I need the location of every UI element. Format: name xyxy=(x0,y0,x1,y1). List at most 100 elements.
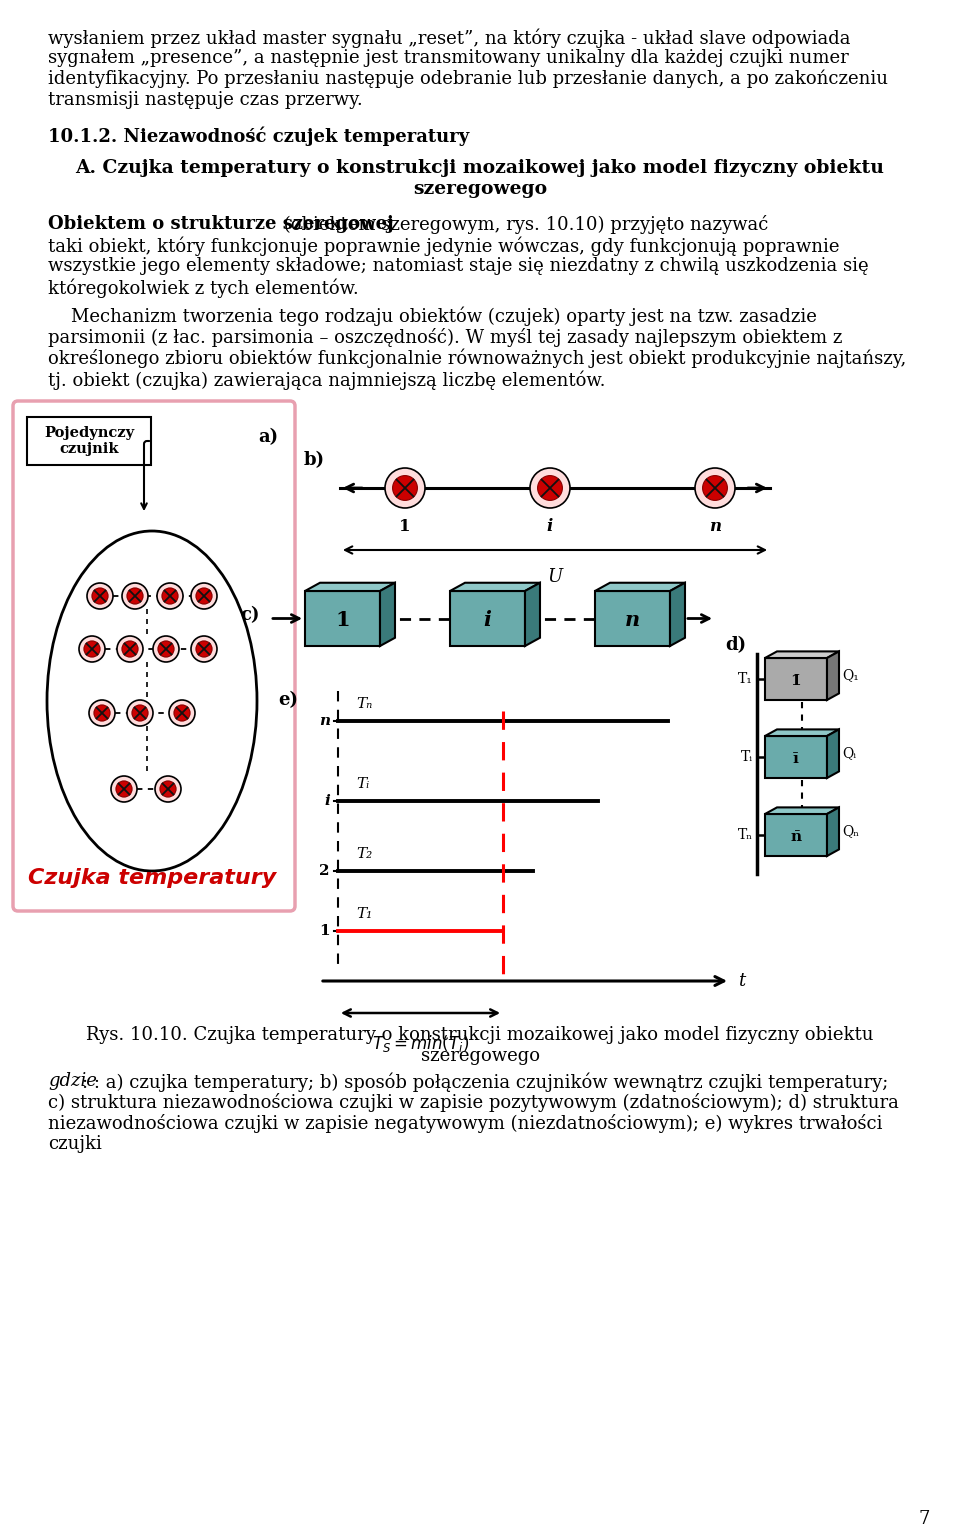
Text: gdzie: gdzie xyxy=(48,1072,97,1091)
Text: wysłaniem przez układ master sygnału „reset”, na który czujka - układ slave odpo: wysłaniem przez układ master sygnału „re… xyxy=(48,28,851,48)
Text: Pojedynczy
czujnik: Pojedynczy czujnik xyxy=(44,425,134,456)
Circle shape xyxy=(116,780,132,797)
Circle shape xyxy=(162,588,178,604)
Text: c): c) xyxy=(241,607,260,624)
Circle shape xyxy=(89,700,115,727)
Bar xyxy=(765,657,827,700)
Circle shape xyxy=(127,588,143,604)
Circle shape xyxy=(196,588,212,604)
Polygon shape xyxy=(450,582,540,591)
Text: szeregowego: szeregowego xyxy=(413,180,547,198)
Text: t: t xyxy=(738,972,745,991)
Circle shape xyxy=(158,641,174,657)
Text: 7: 7 xyxy=(919,1510,930,1528)
Text: transmisji następuje czas przerwy.: transmisji następuje czas przerwy. xyxy=(48,91,363,109)
Ellipse shape xyxy=(47,531,257,871)
Polygon shape xyxy=(765,808,839,814)
Text: i: i xyxy=(547,518,553,535)
Text: wszystkie jego elementy składowe; natomiast staje się niezdatny z chwilą uszkodz: wszystkie jego elementy składowe; natomi… xyxy=(48,257,869,275)
Circle shape xyxy=(84,641,100,657)
Polygon shape xyxy=(827,730,839,779)
Text: e): e) xyxy=(278,691,298,710)
Circle shape xyxy=(538,476,563,501)
Text: n: n xyxy=(625,610,640,630)
Bar xyxy=(305,591,380,647)
Text: (obiektem szeregowym, rys. 10.10) przyjęto nazywać: (obiektem szeregowym, rys. 10.10) przyję… xyxy=(278,215,769,233)
Text: n: n xyxy=(319,714,330,728)
Text: ī: ī xyxy=(793,753,799,766)
Polygon shape xyxy=(827,808,839,856)
Text: parsimonii (z łac. parsimonia – oszczędność). W myśl tej zasady najlepszym obiek: parsimonii (z łac. parsimonia – oszczędn… xyxy=(48,329,842,347)
Text: Czujka temperatury: Czujka temperatury xyxy=(28,868,276,888)
Text: Tₙ: Tₙ xyxy=(738,828,753,842)
Circle shape xyxy=(122,641,138,657)
Text: U: U xyxy=(547,568,563,587)
Circle shape xyxy=(155,776,181,802)
Text: taki obiekt, który funkcjonuje poprawnie jedynie wówczas, gdy funkcjonują popraw: taki obiekt, który funkcjonuje poprawnie… xyxy=(48,237,839,255)
Text: 1: 1 xyxy=(399,518,411,535)
Bar xyxy=(595,591,670,647)
Text: c) struktura niezawodnościowa czujki w zapisie pozytywowym (zdatnościowym); d) s: c) struktura niezawodnościowa czujki w z… xyxy=(48,1094,899,1112)
FancyBboxPatch shape xyxy=(27,416,151,465)
Text: i: i xyxy=(324,794,330,808)
Text: A. Czujka temperatury o konstrukcji mozaikowej jako model fizyczny obiektu: A. Czujka temperatury o konstrukcji moza… xyxy=(76,160,884,177)
Text: b): b) xyxy=(304,452,325,468)
Circle shape xyxy=(160,780,176,797)
Circle shape xyxy=(127,700,153,727)
Circle shape xyxy=(169,700,195,727)
Polygon shape xyxy=(595,582,685,591)
Text: Tₙ: Tₙ xyxy=(356,697,372,711)
Text: czujki: czujki xyxy=(48,1135,102,1154)
Circle shape xyxy=(196,641,212,657)
Circle shape xyxy=(695,468,735,508)
Text: : : a) czujka temperatury; b) sposób połączenia czujników wewnątrz czujki temper: : : a) czujka temperatury; b) sposób poł… xyxy=(82,1072,888,1092)
Text: identyfikacyjny. Po przesłaniu następuje odebranie lub przesłanie danych, a po z: identyfikacyjny. Po przesłaniu następuje… xyxy=(48,71,888,89)
Text: Rys. 10.10. Czujka temperatury o konstrukcji mozaikowej jako model fizyczny obie: Rys. 10.10. Czujka temperatury o konstru… xyxy=(86,1026,874,1044)
Text: T₁: T₁ xyxy=(738,673,753,687)
Text: n: n xyxy=(708,518,721,535)
Text: Qᵢ: Qᵢ xyxy=(842,746,856,760)
Circle shape xyxy=(157,584,183,608)
Text: Q₁: Q₁ xyxy=(842,668,859,682)
Bar xyxy=(765,736,827,779)
Text: określonego zbioru obiektów funkcjonalnie równoważnych jest obiekt produkcyjnie : określonego zbioru obiektów funkcjonalni… xyxy=(48,349,906,369)
FancyBboxPatch shape xyxy=(13,401,295,911)
Circle shape xyxy=(191,636,217,662)
Circle shape xyxy=(530,468,570,508)
Circle shape xyxy=(111,776,137,802)
Circle shape xyxy=(132,705,148,720)
Text: n̄: n̄ xyxy=(790,829,802,843)
Circle shape xyxy=(703,476,728,501)
Text: Mechanizm tworzenia tego rodzaju obiektów (czujek) oparty jest na tzw. zasadzie: Mechanizm tworzenia tego rodzaju obiektó… xyxy=(48,307,817,327)
Circle shape xyxy=(94,705,110,720)
Text: szeregowego: szeregowego xyxy=(420,1048,540,1064)
Text: $T_S = min(T_i)$: $T_S = min(T_i)$ xyxy=(372,1034,469,1054)
Circle shape xyxy=(191,584,217,608)
Text: 1: 1 xyxy=(335,610,349,630)
Text: Obiektem o strukturze szeregowej: Obiektem o strukturze szeregowej xyxy=(48,215,394,233)
Text: 1: 1 xyxy=(320,925,330,938)
Text: 1̄: 1̄ xyxy=(791,674,802,688)
Text: T₁: T₁ xyxy=(356,906,372,922)
Polygon shape xyxy=(305,582,395,591)
Text: Tᵢ: Tᵢ xyxy=(741,750,753,763)
Bar xyxy=(765,814,827,856)
Circle shape xyxy=(117,636,143,662)
Polygon shape xyxy=(380,582,395,647)
Polygon shape xyxy=(525,582,540,647)
Text: a): a) xyxy=(258,429,278,445)
Circle shape xyxy=(79,636,105,662)
Circle shape xyxy=(174,705,190,720)
Text: któregokolwiek z tych elementów.: któregokolwiek z tych elementów. xyxy=(48,278,359,298)
Text: Qₙ: Qₙ xyxy=(842,823,859,839)
Bar xyxy=(450,591,525,647)
Text: sygnałem „presence”, a następnie jest transmitowany unikalny dla każdej czujki n: sygnałem „presence”, a następnie jest tr… xyxy=(48,49,849,68)
Text: tj. obiekt (czujka) zawierająca najmniejszą liczbę elementów.: tj. obiekt (czujka) zawierająca najmniej… xyxy=(48,370,606,390)
Circle shape xyxy=(92,588,108,604)
Polygon shape xyxy=(765,651,839,657)
Text: T₂: T₂ xyxy=(356,846,372,862)
Text: d): d) xyxy=(725,636,746,654)
Polygon shape xyxy=(765,730,839,736)
Circle shape xyxy=(153,636,179,662)
Circle shape xyxy=(122,584,148,608)
